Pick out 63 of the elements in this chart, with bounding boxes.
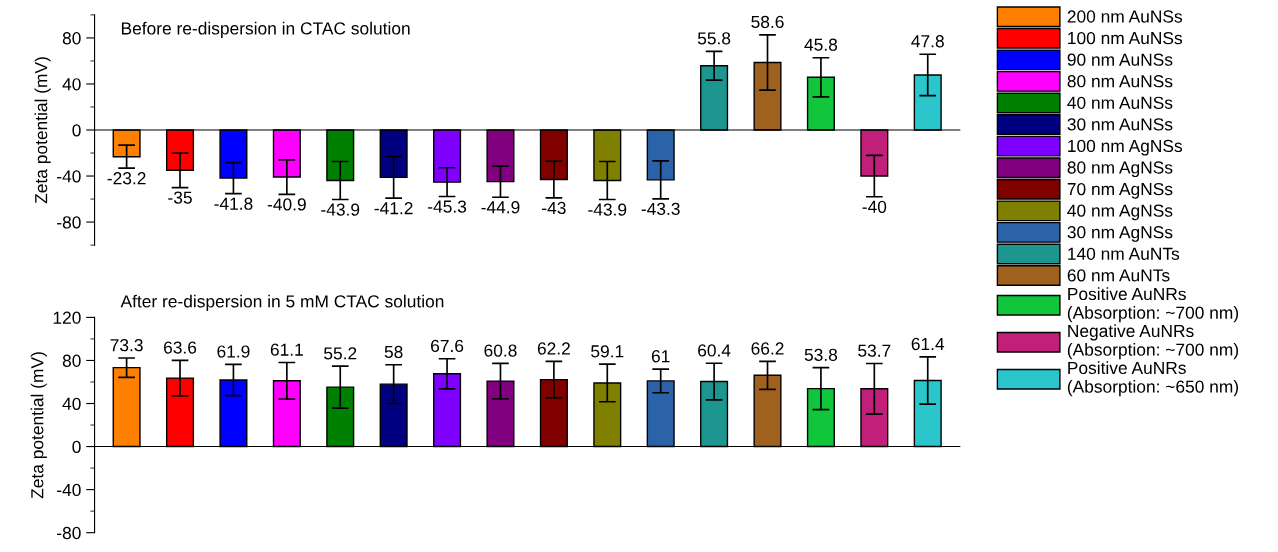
y-tick-label: 0 (72, 440, 81, 454)
data-label: -40 (862, 200, 887, 213)
legend-label: 70 nm AgNSs (1067, 182, 1173, 199)
data-label: 58 (384, 345, 403, 359)
y-tick-label: 80 (62, 32, 81, 45)
legend-label: Negative AuNRs (Absorption: ~700 nm) (1067, 324, 1239, 360)
legend-label: 100 nm AuNSs (1068, 31, 1183, 45)
legend-label: 200 nm AuNSs (1067, 10, 1183, 23)
data-label: 55.2 (324, 347, 357, 360)
data-label: 63.6 (164, 341, 197, 354)
chart-title: After re-dispersion in 5 mM CTAC solution (120, 294, 444, 311)
data-label: 53.7 (858, 344, 891, 357)
legend-label: Positive AuNRs (Absorption: ~700 nm) (1067, 287, 1239, 323)
data-label: -44.9 (481, 201, 520, 214)
data-label: 58.6 (751, 15, 784, 29)
y-axis-title: Zeta potential (mV) (34, 57, 51, 204)
legend-label: 90 nm AuNSs (1067, 53, 1173, 66)
data-label: 60.8 (484, 344, 517, 357)
y-tick-label: -40 (57, 170, 81, 183)
y-tick-label: 120 (53, 311, 81, 324)
data-label: 73.3 (110, 339, 143, 352)
data-label: 61.9 (217, 345, 250, 358)
legend-label: 140 nm AuNTs (1068, 247, 1180, 260)
legend-label: 80 nm AuNSs (1067, 75, 1173, 88)
y-tick-label: 0 (72, 124, 81, 137)
data-label: 61 (651, 350, 670, 363)
y-tick-label: -80 (57, 526, 81, 540)
data-label: 66.2 (751, 342, 784, 355)
legend-label: 30 nm AuNSs (1067, 118, 1173, 131)
legend-label: 100 nm AgNSs (1068, 139, 1183, 156)
legend-label: 60 nm AuNTs (1067, 269, 1170, 282)
data-label: -23.2 (107, 172, 146, 185)
legend-label: 30 nm AgNSs (1067, 226, 1173, 242)
data-label: -35 (168, 191, 192, 204)
data-label: -43.9 (588, 203, 627, 216)
y-tick-label: 40 (62, 397, 81, 410)
data-label: -45.3 (428, 200, 467, 213)
y-tick-label: 40 (62, 78, 81, 91)
data-label: -40.9 (267, 198, 306, 211)
data-label: 45.8 (804, 38, 838, 51)
legend-label: Positive AuNRs (Absorption: ~650 nm) (1067, 361, 1239, 397)
y-tick-label: 80 (62, 354, 81, 367)
data-label: -43 (542, 201, 566, 215)
data-label: 67.6 (431, 339, 464, 353)
legend-label: 80 nm AgNSs (1067, 161, 1173, 178)
data-label: 60.4 (698, 344, 731, 357)
legend-label: 40 nm AgNSs (1067, 204, 1173, 221)
y-tick-label: -80 (57, 216, 81, 229)
chart-title: Before re-dispersion in CTAC solution (121, 21, 410, 38)
legend-label: 40 nm AuNSs (1067, 96, 1173, 109)
data-label: 61.1 (270, 343, 303, 356)
data-label: -41.2 (374, 202, 413, 215)
data-label: 62.2 (537, 342, 570, 355)
y-axis-title: Zeta potential (mV) (30, 352, 47, 499)
y-tick-label: -40 (57, 483, 81, 497)
data-label: -43.9 (321, 203, 360, 216)
data-label: 59.1 (591, 345, 624, 358)
data-label: -43.3 (641, 202, 680, 216)
data-label: 55.8 (697, 32, 731, 45)
data-label: 61.4 (911, 337, 945, 351)
data-label: 53.8 (804, 348, 838, 362)
data-label: 47.8 (911, 35, 944, 48)
data-label: -41.8 (214, 197, 253, 210)
